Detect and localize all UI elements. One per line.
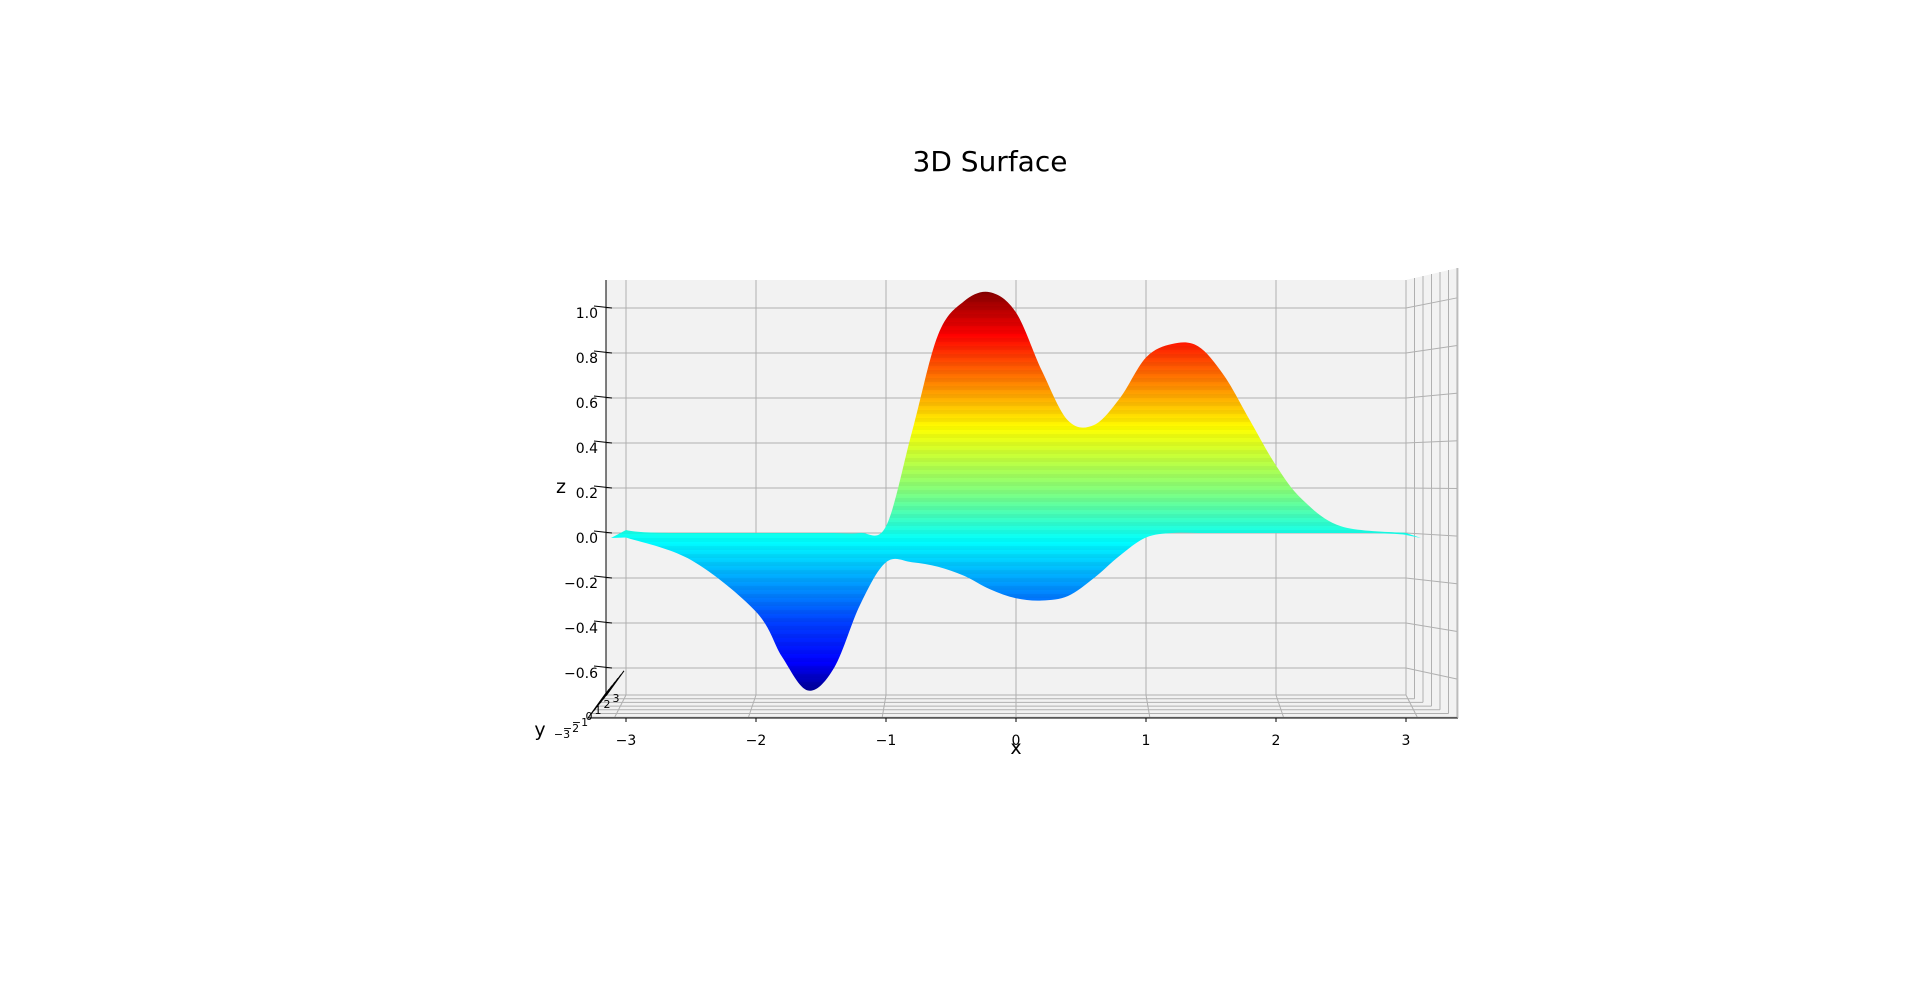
z-tick-mark xyxy=(593,620,613,624)
y-tick-label: 3 xyxy=(613,692,620,705)
z-tick-label: 1.0 xyxy=(576,306,598,322)
z-tick-label: 0.8 xyxy=(576,351,598,367)
z-tick-mark xyxy=(593,665,613,669)
z-tick-mark xyxy=(593,575,613,579)
y-tick-label: 1 xyxy=(595,704,602,717)
y-tick-mark xyxy=(605,670,625,697)
z-tick-label: −0.6 xyxy=(564,666,598,682)
z-tick-mark xyxy=(593,485,613,489)
z-tick-label: −0.2 xyxy=(564,576,598,592)
y-tick-label: −1 xyxy=(572,716,588,729)
z-tick-label: 0.2 xyxy=(576,486,598,502)
x-tick-label: −3 xyxy=(616,733,637,749)
y-tick-label: 2 xyxy=(604,698,611,711)
z-tick-label: 0.0 xyxy=(576,531,598,547)
y-tick-label: −2 xyxy=(563,722,579,735)
z-tick-mark xyxy=(593,305,613,309)
chart-title: 3D Surface xyxy=(913,145,1068,178)
z-tick-label: −0.4 xyxy=(564,621,598,637)
x-tick-label: 2 xyxy=(1272,733,1281,749)
x-tick-label: −1 xyxy=(876,733,897,749)
surface xyxy=(611,291,1421,691)
x-tick-label: −2 xyxy=(746,733,767,749)
y-tick-label: −3 xyxy=(554,728,570,741)
x-axis-ticks: −3 −2 −1 0 1 2 3 xyxy=(616,718,1411,749)
z-axis-label: z xyxy=(556,476,566,498)
y-axis-ticks: −3−2−10 1 2 3 xyxy=(554,670,625,741)
z-tick-mark xyxy=(593,350,613,354)
z-tick-label: 0.6 xyxy=(576,396,598,412)
y-tick-label: 0 xyxy=(586,710,593,723)
z-tick-mark xyxy=(593,440,613,444)
x-tick-label: 1 xyxy=(1142,733,1151,749)
x-tick-label: 3 xyxy=(1402,733,1411,749)
z-tick-mark xyxy=(593,530,613,534)
y-axis-label: y xyxy=(534,719,545,741)
x-axis-label: x xyxy=(1010,737,1021,759)
z-tick-mark xyxy=(593,395,613,399)
z-axis-ticks: −0.6 −0.4 −0.2 0.0 0.2 0.4 0.6 0.8 1.0 xyxy=(564,305,613,682)
z-tick-label: 0.4 xyxy=(576,441,598,457)
x-tick-label: 0 xyxy=(1012,733,1021,749)
